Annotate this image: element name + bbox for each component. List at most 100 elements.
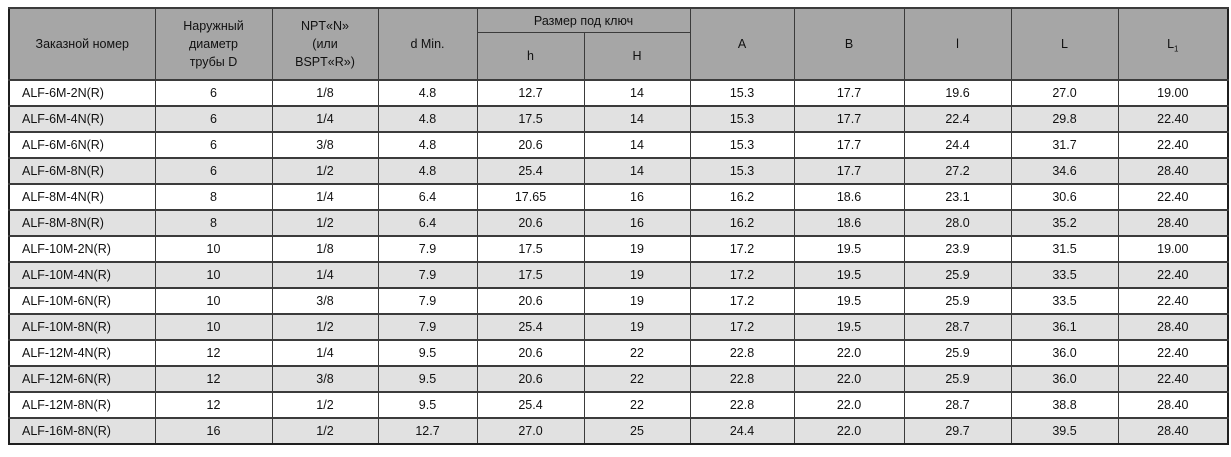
header-d-min: d Min. (377, 7, 478, 81)
table-row: ALF-16M-8N(R) 16 1/2 12.7 27.0 25 24.4 22.0 29.7… (8, 417, 1229, 445)
header-order-number: Заказной номер (8, 7, 156, 81)
value-cell: 15.3 (689, 105, 795, 133)
table-row: ALF-10M-6N(R) 10 3/8 7.9 20.6 19 17.2 19.5 25.9 3… (8, 287, 1229, 315)
value-cell: 22 (583, 391, 691, 419)
value-cell: 27.0 (476, 417, 585, 445)
value-cell: 22.40 (1117, 131, 1229, 159)
header-row-group: Заказной номер Наружный диаметр трубы D … (8, 7, 1229, 81)
value-cell: 19.5 (793, 235, 905, 263)
value-cell: 17.7 (793, 157, 905, 185)
value-cell: 12 (154, 339, 273, 367)
value-cell: 3/8 (271, 287, 379, 315)
value-cell: 29.8 (1010, 105, 1119, 133)
header-l1-subscript: 1 (1174, 44, 1179, 54)
value-cell: 33.5 (1010, 287, 1119, 315)
value-cell: 1/4 (271, 105, 379, 133)
value-cell: 10 (154, 287, 273, 315)
value-cell: 1/2 (271, 209, 379, 237)
value-cell: 17.65 (476, 183, 585, 211)
header-l1-base: L (1167, 36, 1175, 51)
value-cell: 19 (583, 235, 691, 263)
header-l1: L1 (1117, 7, 1229, 81)
value-cell: 25.9 (903, 365, 1012, 393)
value-cell: 17.5 (476, 235, 585, 263)
value-cell: 6 (154, 131, 273, 159)
value-cell: 17.7 (793, 79, 905, 107)
value-cell: 22 (583, 365, 691, 393)
value-cell: 28.40 (1117, 209, 1229, 237)
value-cell: 14 (583, 79, 691, 107)
value-cell: 20.6 (476, 131, 585, 159)
value-cell: 9.5 (377, 339, 478, 367)
value-cell: 25 (583, 417, 691, 445)
table-row: ALF-10M-8N(R) 10 1/2 7.9 25.4 19 17.2 19.5 28.7 3… (8, 313, 1229, 341)
order-number-cell: ALF-12M-6N(R) (8, 365, 156, 393)
value-cell: 6 (154, 157, 273, 185)
value-cell: 15.3 (689, 157, 795, 185)
order-number-cell: ALF-8M-8N(R) (8, 209, 156, 237)
order-number-cell: ALF-10M-2N(R) (8, 235, 156, 263)
value-cell: 22.40 (1117, 287, 1229, 315)
order-number-cell: ALF-6M-2N(R) (8, 79, 156, 107)
value-cell: 22.0 (793, 339, 905, 367)
value-cell: 28.40 (1117, 313, 1229, 341)
value-cell: 22.0 (793, 417, 905, 445)
order-number-cell: ALF-6M-8N(R) (8, 157, 156, 185)
value-cell: 4.8 (377, 79, 478, 107)
value-cell: 19.00 (1117, 235, 1229, 263)
value-cell: 14 (583, 105, 691, 133)
value-cell: 1/8 (271, 79, 379, 107)
value-cell: 6 (154, 105, 273, 133)
value-cell: 25.9 (903, 261, 1012, 289)
header-a: A (689, 7, 795, 81)
value-cell: 12 (154, 391, 273, 419)
value-cell: 22.8 (689, 365, 795, 393)
value-cell: 22 (583, 339, 691, 367)
value-cell: 22.40 (1117, 365, 1229, 393)
order-number-cell: ALF-12M-4N(R) (8, 339, 156, 367)
table-row: ALF-12M-4N(R) 12 1/4 9.5 20.6 22 22.8 22.0 25.9 3… (8, 339, 1229, 367)
value-cell: 20.6 (476, 339, 585, 367)
table-row: ALF-6M-6N(R) 6 3/8 4.8 20.6 14 15.3 17.7 24.4 31.… (8, 131, 1229, 159)
value-cell: 16 (154, 417, 273, 445)
header-wrench-h-small: h (476, 32, 585, 81)
header-l-lower: l (903, 7, 1012, 81)
value-cell: 10 (154, 235, 273, 263)
value-cell: 17.2 (689, 313, 795, 341)
header-l-upper: L (1010, 7, 1119, 81)
value-cell: 27.0 (1010, 79, 1119, 107)
value-cell: 19.5 (793, 261, 905, 289)
value-cell: 14 (583, 131, 691, 159)
value-cell: 23.9 (903, 235, 1012, 263)
value-cell: 17.2 (689, 287, 795, 315)
header-wrench-size-group: Размер под ключ (476, 7, 691, 34)
value-cell: 24.4 (903, 131, 1012, 159)
value-cell: 1/4 (271, 261, 379, 289)
value-cell: 36.0 (1010, 365, 1119, 393)
value-cell: 19.6 (903, 79, 1012, 107)
value-cell: 27.2 (903, 157, 1012, 185)
value-cell: 30.6 (1010, 183, 1119, 211)
value-cell: 18.6 (793, 209, 905, 237)
value-cell: 7.9 (377, 261, 478, 289)
value-cell: 25.4 (476, 313, 585, 341)
value-cell: 1/2 (271, 313, 379, 341)
value-cell: 4.8 (377, 105, 478, 133)
value-cell: 33.5 (1010, 261, 1119, 289)
table-row: ALF-8M-8N(R) 8 1/2 6.4 20.6 16 16.2 18.6 28.0 35.… (8, 209, 1229, 237)
table-row: ALF-10M-4N(R) 10 1/4 7.9 17.5 19 17.2 19.5 25.9 3… (8, 261, 1229, 289)
value-cell: 25.4 (476, 157, 585, 185)
value-cell: 17.2 (689, 261, 795, 289)
value-cell: 19.00 (1117, 79, 1229, 107)
value-cell: 10 (154, 313, 273, 341)
value-cell: 28.40 (1117, 391, 1229, 419)
value-cell: 31.5 (1010, 235, 1119, 263)
order-number-cell: ALF-8M-4N(R) (8, 183, 156, 211)
value-cell: 1/2 (271, 417, 379, 445)
value-cell: 8 (154, 209, 273, 237)
value-cell: 34.6 (1010, 157, 1119, 185)
value-cell: 19 (583, 287, 691, 315)
value-cell: 22.40 (1117, 105, 1229, 133)
value-cell: 16.2 (689, 209, 795, 237)
value-cell: 6.4 (377, 209, 478, 237)
